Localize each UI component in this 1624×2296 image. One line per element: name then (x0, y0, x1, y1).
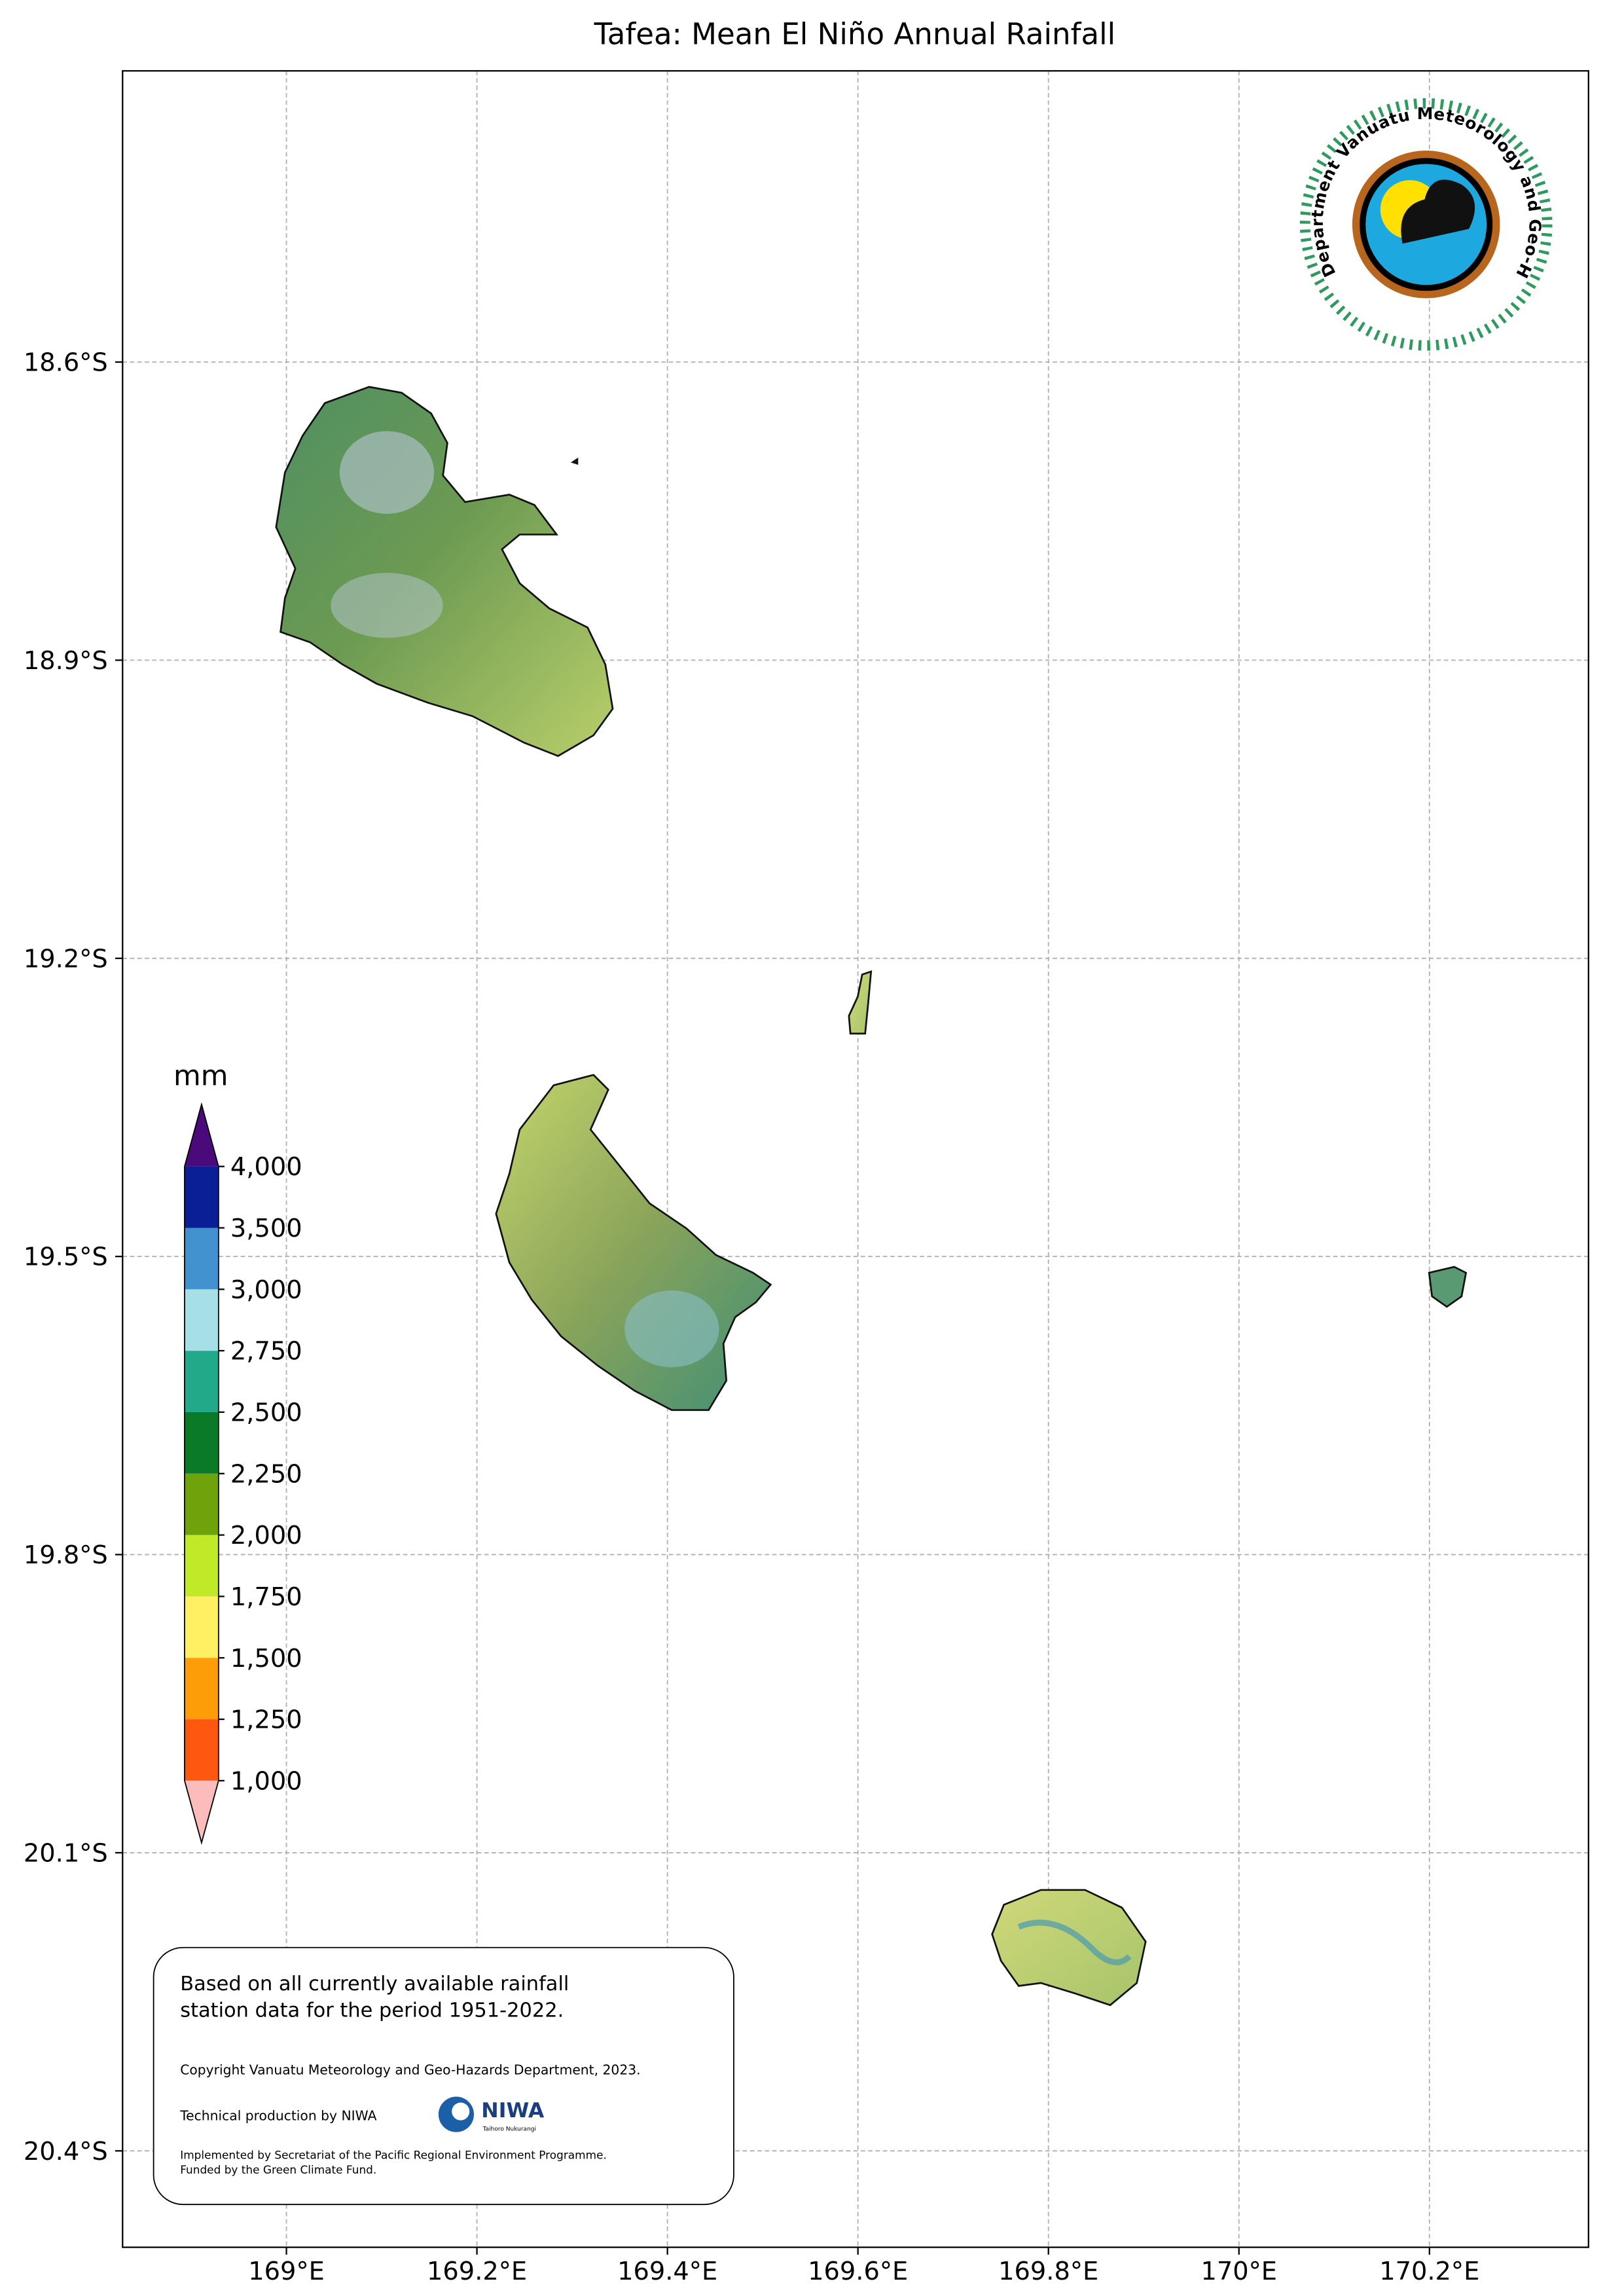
x-tick-label: 169.6°E (808, 2257, 908, 2286)
colorbar-tick-label: 2,500 (230, 1398, 302, 1428)
note-frame (153, 1946, 734, 2206)
niwa-name: NIWA (481, 2099, 545, 2123)
grid (122, 71, 1589, 2248)
colorbar-under (184, 1780, 219, 1843)
highland (331, 573, 443, 638)
colorbar-tick-label: 1,750 (230, 1582, 302, 1612)
copyright: Copyright Vanuatu Meteorology and Geo-Ha… (180, 2062, 640, 2078)
island-tanna (495, 1074, 772, 1412)
island-erromango (275, 386, 614, 757)
colorbar-segment (184, 1535, 219, 1597)
colorbar-tick-label: 1,500 (230, 1644, 302, 1673)
colorbar-segment (184, 1596, 219, 1658)
y-tick-label: 20.4°S (24, 2137, 108, 2166)
island-futuna (1428, 1266, 1468, 1308)
highland (1017, 1920, 1132, 1965)
colorbar-segment (184, 1351, 219, 1412)
note-line: station data for the period 1951-2022. (180, 1999, 564, 2022)
colorbar-tick-label: 2,250 (230, 1459, 302, 1489)
colorbar-segment (184, 1658, 219, 1720)
logo-cloud (1401, 179, 1475, 244)
map-frame (122, 70, 1589, 2248)
x-tick-label: 169.4°E (617, 2257, 717, 2286)
colorbar-tick-label: 3,000 (230, 1275, 302, 1305)
x-tick-label: 170.2°E (1379, 2257, 1479, 2286)
map-title: Tafea: Mean El Niño Annual Rainfall (594, 17, 1116, 52)
islands (275, 386, 1468, 2007)
colorbar-over (184, 1104, 219, 1167)
island-aniwa (848, 970, 873, 1035)
colorbar-segment (184, 1166, 219, 1228)
colorbar-tick-label: 3,500 (230, 1214, 302, 1243)
colorbar-tick-label: 2,000 (230, 1521, 302, 1550)
colorbar-label: mm (173, 1060, 228, 1093)
island-aneityum (991, 1889, 1147, 2007)
x-tick-label: 169.2°E (427, 2257, 527, 2286)
y-tick-label: 20.1°S (24, 1838, 108, 1868)
colorbar-segment (184, 1412, 219, 1474)
niwa-sub: Taihoro Nukurangi (482, 2126, 536, 2132)
x-tick-label: 169.8°E (998, 2257, 1098, 2286)
y-tick-label: 19.5°S (24, 1243, 108, 1272)
logo-wreath (1299, 98, 1553, 351)
y-tick-label: 18.9°S (24, 646, 108, 676)
colorbar-tick-label: 1,250 (230, 1705, 302, 1735)
colorbar-tick-label: 4,000 (230, 1152, 302, 1182)
y-tick-label: 18.6°S (24, 348, 108, 378)
implemented: Funded by the Green Climate Fund. (180, 2163, 376, 2176)
x-tick-label: 169°E (248, 2257, 325, 2286)
x-tick-label: 170°E (1200, 2257, 1277, 2286)
technical: Technical production by NIWA (179, 2108, 376, 2124)
colorbar-tick-label: 1,000 (230, 1766, 302, 1796)
islet (571, 457, 579, 465)
colorbar-segment (184, 1719, 219, 1781)
note-line: Based on all currently available rainfal… (180, 1973, 569, 1995)
colorbar-segment (184, 1228, 219, 1290)
colorbar-tick-label: 2,750 (230, 1337, 302, 1366)
y-tick-label: 19.2°S (24, 944, 108, 974)
ticks: 169°E 169.2°E 169.4°E 169.6°E 169.8°E 170°E 17… (24, 348, 1479, 2287)
y-tick-label: 19.8°S (24, 1540, 108, 1570)
colorbar-segment (184, 1289, 219, 1351)
highland (339, 431, 435, 514)
logo: Department Vanuatu Meteorology and Geo-H… (0, 0, 1553, 351)
implemented: Implemented by Secretariat of the Pacifi… (180, 2148, 607, 2161)
colorbar: mm 1,000 1,250 1,500 1,750 2,000 2,250 2,500 2,… (173, 1060, 302, 1846)
niwa-logo (452, 2102, 470, 2121)
colorbar-segment (184, 1473, 219, 1535)
highland (624, 1290, 719, 1368)
note-box: Based on all currently available rainfal… (153, 1946, 734, 2206)
